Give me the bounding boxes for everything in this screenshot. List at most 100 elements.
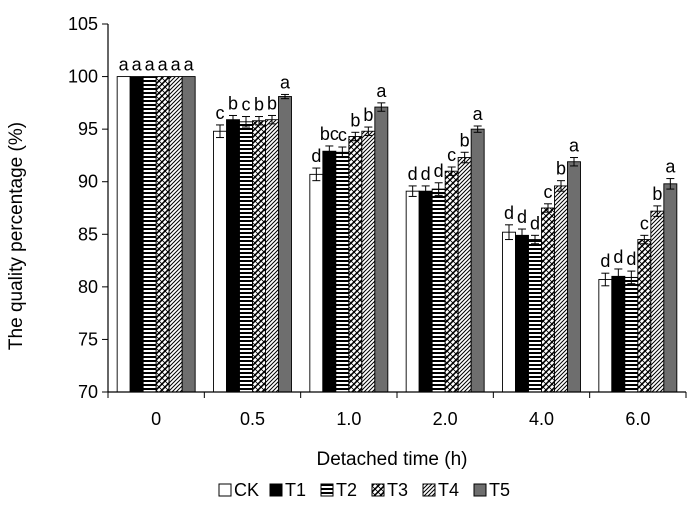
bar-ck [116, 76, 131, 393]
y-tick-label: 70 [78, 382, 98, 402]
y-tick-label: 105 [68, 14, 98, 34]
significance-letter: d [626, 249, 636, 269]
significance-letter: a [665, 157, 676, 177]
legend-swatch-t1 [269, 483, 283, 497]
x-axis-ticks: 0 0.5 1.0 2.0 4.0 6.0 [107, 392, 687, 429]
bar-t1 [515, 234, 529, 393]
bar-t2 [624, 276, 639, 393]
significance-letter: d [530, 213, 540, 233]
bar-t2 [142, 76, 157, 393]
bars-layer [116, 76, 678, 393]
significance-letter: c [216, 103, 225, 123]
significance-letter: d [408, 164, 418, 184]
x-tick-label: 0.5 [240, 409, 265, 429]
bar-t3 [444, 170, 459, 393]
significance-letter: a [280, 72, 291, 92]
significance-letter: a [569, 136, 580, 156]
bar-t2 [239, 121, 253, 393]
significance-letter: b [556, 159, 566, 179]
legend-label-t4: T4 [438, 480, 459, 500]
x-tick-label: 4.0 [529, 409, 554, 429]
bar-t5 [470, 128, 485, 393]
bar-t1 [226, 119, 240, 393]
bar-ck [309, 173, 324, 393]
significance-letter: d [517, 207, 527, 227]
significance-letter: bc [320, 124, 339, 144]
bar-t5 [278, 96, 292, 393]
legend-swatch-t4 [422, 483, 436, 497]
significance-letter: a [132, 55, 143, 75]
y-tick-label: 95 [78, 119, 98, 139]
significance-letter: c [640, 213, 649, 233]
bar-ck [598, 279, 613, 393]
y-tick-label: 90 [78, 172, 98, 192]
x-tick-label: 2.0 [433, 409, 458, 429]
bar-t3 [252, 120, 266, 393]
significance-letter: a [158, 55, 169, 75]
significance-letter: c [242, 95, 251, 115]
legend-swatch-t2 [320, 483, 334, 497]
x-tick-label: 0 [151, 409, 161, 429]
bar-t4 [650, 210, 665, 393]
y-axis-ticks: 70 75 80 85 90 95 100 105 [68, 14, 108, 402]
significance-letter: a [171, 55, 182, 75]
bar-t3 [348, 136, 363, 393]
significance-letter: a [184, 55, 195, 75]
legend-label-t1: T1 [285, 480, 306, 500]
x-tick-label: 1.0 [336, 409, 361, 429]
legend-label-t3: T3 [387, 480, 408, 500]
bar-t4 [457, 157, 472, 393]
bar-t4 [554, 185, 568, 393]
significance-letter: d [600, 251, 610, 271]
bar-t3 [541, 207, 555, 393]
significance-letter: b [267, 93, 277, 113]
bar-t3 [637, 239, 652, 393]
significance-letter: d [434, 161, 444, 181]
x-tick-label: 6.0 [625, 409, 650, 429]
significance-letter: b [652, 184, 662, 204]
significance-letter: b [254, 95, 264, 115]
y-tick-label: 80 [78, 277, 98, 297]
significance-letter: d [311, 146, 321, 166]
bar-ck [213, 130, 227, 393]
bar-t2 [335, 151, 350, 393]
legend-label-t5: T5 [489, 480, 510, 500]
legend: CK T1 T2 T3 T4 T5 [218, 480, 510, 500]
bar-t2 [528, 239, 542, 393]
y-tick-label: 100 [68, 67, 98, 87]
significance-letter: d [504, 203, 514, 223]
legend-label-t2: T2 [336, 480, 357, 500]
significance-letter: b [460, 130, 470, 150]
bar-t1 [611, 275, 626, 393]
bar-t3 [155, 76, 170, 393]
bar-t1 [129, 76, 144, 393]
bar-t5 [374, 106, 389, 393]
y-axis-label: The quality percentage (%) [6, 122, 27, 350]
legend-swatch-ck [218, 483, 232, 497]
legend-label-ck: CK [234, 480, 259, 500]
significance-letter: b [228, 93, 238, 113]
bar-t4 [361, 130, 376, 393]
significance-letter: a [473, 104, 484, 124]
significance-letter: c [544, 182, 553, 202]
legend-swatch-t3 [371, 483, 385, 497]
bar-t5 [567, 161, 581, 393]
significance-letter: a [376, 81, 387, 101]
bar-t2 [431, 188, 446, 393]
significance-letter: a [145, 55, 156, 75]
significance-letter: c [447, 145, 456, 165]
significance-letter: b [350, 110, 360, 130]
bar-ck [405, 190, 420, 393]
bar-t1 [418, 190, 433, 393]
error-bars-layer [216, 93, 675, 287]
significance-letter: d [613, 247, 623, 267]
y-tick-label: 85 [78, 224, 98, 244]
bar-t5 [181, 76, 196, 393]
significance-letter: c [338, 125, 347, 145]
bar-t4 [265, 119, 279, 393]
legend-swatch-t5 [473, 483, 487, 497]
bar-t5 [663, 183, 678, 393]
bar-t4 [168, 76, 183, 393]
